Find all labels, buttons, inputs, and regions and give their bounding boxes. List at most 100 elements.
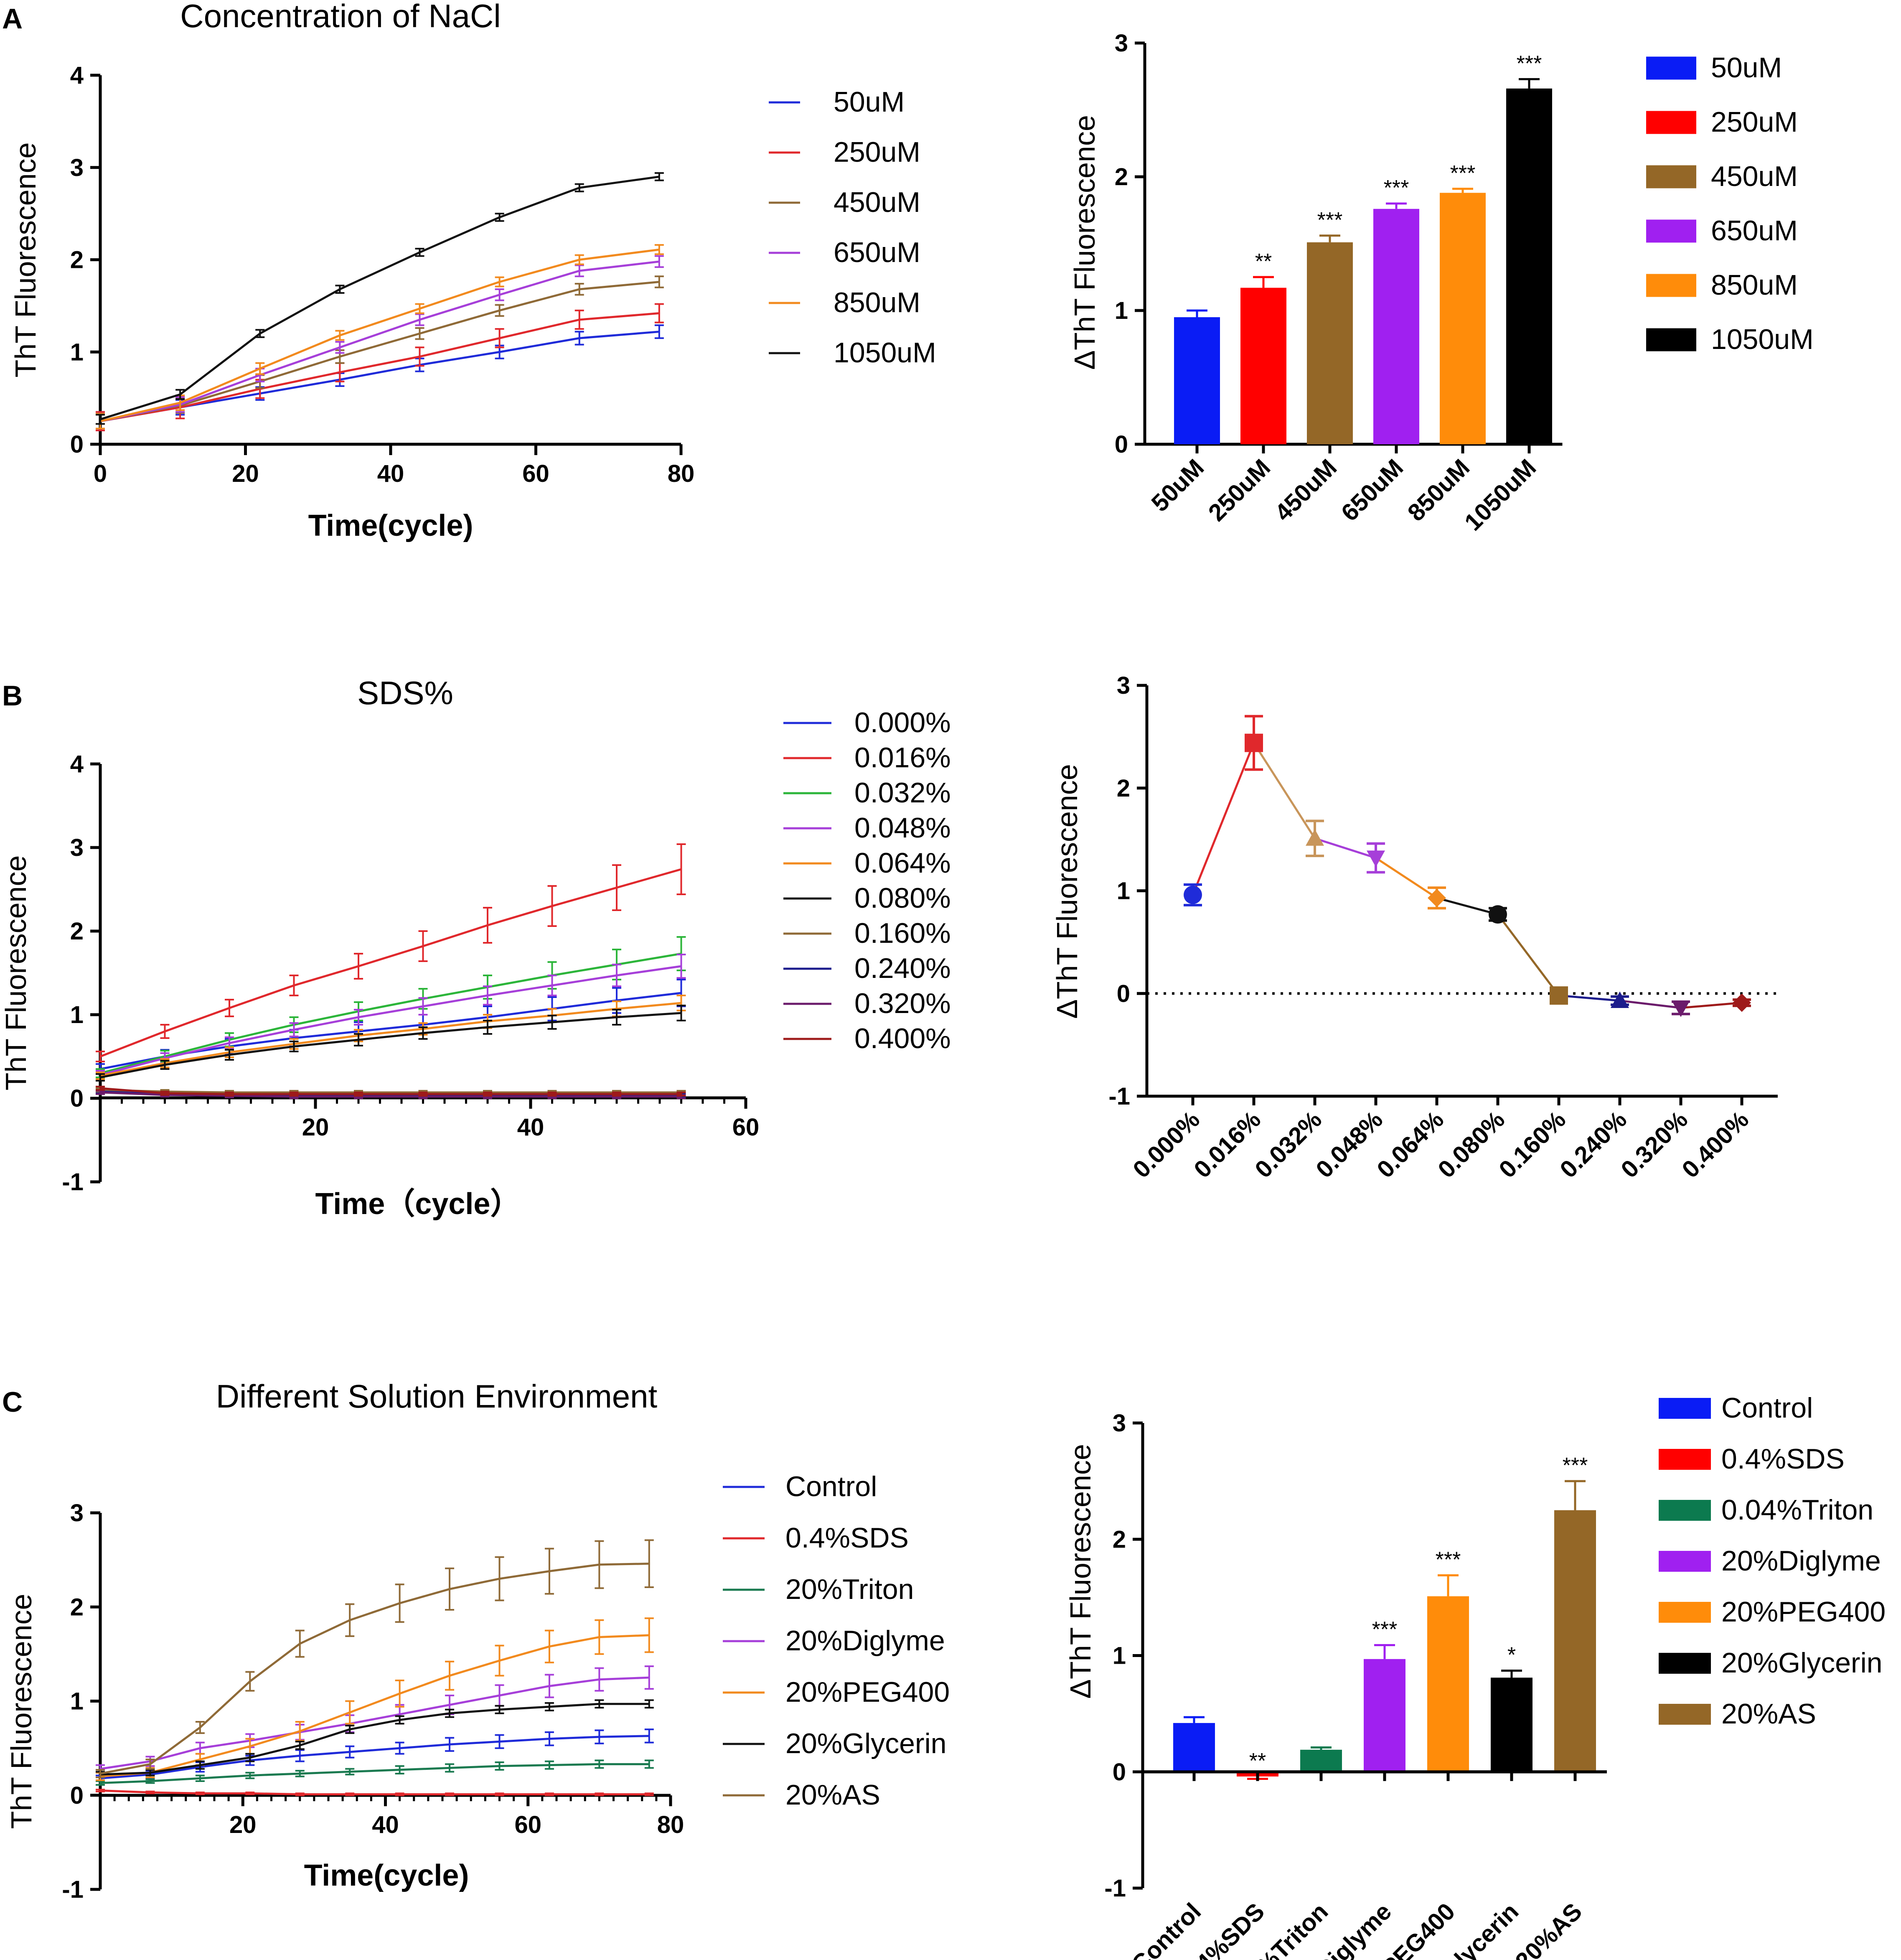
B-left-series-0.320%-line bbox=[100, 1091, 681, 1098]
B-left-series-0.080%-point bbox=[96, 1073, 105, 1082]
A-right-legend-swatch bbox=[1646, 165, 1696, 188]
A-left-series-650uM-point bbox=[335, 341, 345, 354]
B-right-segment bbox=[1192, 742, 1255, 896]
C-left-series-20%Glycerin-point bbox=[245, 1753, 255, 1762]
A-right-x-tick-label: 450uM bbox=[1270, 454, 1342, 527]
C-left-series-20%PEG400-point bbox=[544, 1629, 554, 1664]
C-left-legend-label: 20%Diglyme bbox=[785, 1625, 945, 1657]
C-left-x-tick-label: 80 bbox=[657, 1811, 684, 1838]
B-left-series-0.016%-point bbox=[483, 907, 492, 944]
C-left-series-20%AS-point bbox=[544, 1548, 554, 1595]
C-left-series-20%Triton-point bbox=[644, 1759, 654, 1769]
C-left-series-Control-line bbox=[100, 1735, 649, 1779]
B-right-point-0.032% bbox=[1306, 829, 1324, 846]
A-left-x-tick-label: 0 bbox=[94, 460, 107, 487]
A-left-series-250uM-point bbox=[495, 328, 504, 349]
B-left-series-0.016%-point bbox=[225, 999, 234, 1017]
C-left-series-0.4%SDS-point bbox=[644, 1792, 654, 1796]
B-left-y-tick-label: 2 bbox=[70, 918, 84, 945]
C-left-series-20%PEG400-point bbox=[595, 1619, 604, 1655]
A-left-y-tick-label: 3 bbox=[70, 154, 84, 181]
A-left-legend-label: 450uM bbox=[834, 186, 920, 218]
B-left-series-0.080%-point bbox=[160, 1060, 170, 1070]
C-left-series-20%Triton-point bbox=[595, 1759, 604, 1769]
B-right-segment bbox=[1375, 857, 1438, 899]
B-right-segment bbox=[1436, 897, 1498, 916]
A-left-series-250uM-line bbox=[100, 312, 660, 423]
B-left-legend-label: 0.160% bbox=[854, 917, 951, 949]
C-right-bar-20%Diglyme bbox=[1364, 1659, 1405, 1772]
B-left-series-0.400%-point bbox=[160, 1091, 170, 1096]
C-left-series-20%Triton-point bbox=[195, 1774, 205, 1782]
B-right-y-tick-label: 1 bbox=[1117, 878, 1130, 905]
C-left-y-tick-label: -1 bbox=[62, 1876, 84, 1903]
C-left-series-20%Glycerin-point bbox=[395, 1715, 404, 1725]
A-left-y-tick-label: 2 bbox=[70, 247, 84, 274]
B-left-series-0.080%-point bbox=[225, 1049, 234, 1061]
A-right-x-tick-label: 650uM bbox=[1336, 454, 1409, 527]
C-left-series-20%PEG400-point bbox=[395, 1679, 404, 1708]
A-left-series-450uM-point bbox=[574, 283, 584, 296]
C-left-series-Control-point bbox=[345, 1745, 355, 1759]
B-left-y-tick-label: -1 bbox=[62, 1168, 84, 1196]
C-left-series-20%Glycerin-point bbox=[145, 1769, 155, 1777]
A-left-series-450uM-point bbox=[654, 275, 664, 288]
B-right-y-label: ΔThT Fluorescence bbox=[1051, 764, 1083, 1019]
A-right-legend-swatch bbox=[1646, 111, 1696, 134]
C-left-series-20%AS-point bbox=[595, 1540, 604, 1589]
B-right-segment bbox=[1314, 837, 1376, 859]
B-left-series-0.064%-line bbox=[100, 1002, 681, 1077]
A-left-series-250uM-point bbox=[654, 303, 664, 323]
B-left-series-0.048%-point bbox=[354, 1009, 363, 1026]
C-left-series-20%Glycerin-point bbox=[195, 1760, 205, 1770]
C-right-significance: * bbox=[1507, 1643, 1516, 1667]
C-left-series-0.4%SDS-point bbox=[195, 1791, 205, 1795]
C-left-legend-label: Control bbox=[785, 1471, 877, 1502]
C-left-series-Control-point bbox=[595, 1729, 604, 1744]
C-left-series-20%Diglyme-line bbox=[100, 1676, 649, 1770]
A-left-y-tick-label: 0 bbox=[70, 431, 84, 458]
B-left-series-0.080%-point bbox=[418, 1026, 428, 1040]
C-right-bar-0.04%Triton bbox=[1300, 1749, 1342, 1772]
C-left-x-tick-label: 40 bbox=[372, 1811, 399, 1838]
B-left-series-0.048%-point bbox=[676, 954, 686, 979]
A-left-y-tick-label: 4 bbox=[70, 62, 84, 89]
A-left-series-1050uM-point bbox=[654, 172, 664, 181]
A-right-y-label: ΔThT Fluorescence bbox=[1068, 115, 1101, 370]
A-right-bar-650uM bbox=[1373, 209, 1419, 444]
A-left-title: Concentration of NaCl bbox=[180, 0, 501, 34]
C-left-y-tick-label: 3 bbox=[70, 1499, 84, 1527]
B-left-x-label: Time（cycle） bbox=[315, 1187, 521, 1221]
B-left-legend-label: 0.032% bbox=[854, 777, 951, 809]
A-right-legend-swatch bbox=[1646, 328, 1696, 351]
B-left-series-0.400%-point bbox=[289, 1092, 299, 1097]
panel-label-c: C bbox=[2, 1386, 23, 1418]
B-left-series-0.400%-point bbox=[547, 1092, 557, 1097]
A-left-series-250uM-point bbox=[415, 346, 424, 367]
A-right-legend-label: 250uM bbox=[1711, 106, 1798, 138]
C-left-series-0.4%SDS-point bbox=[395, 1792, 404, 1796]
C-right-y-tick-label: -1 bbox=[1104, 1875, 1126, 1902]
C-left-series-20%AS-point bbox=[145, 1759, 155, 1770]
B-left-series-0.080%-point bbox=[676, 1005, 686, 1021]
B-left-series-0.400%-line bbox=[100, 1087, 681, 1095]
B-left-series-0.016%-point bbox=[289, 975, 299, 996]
C-left-series-20%Triton-point bbox=[544, 1760, 554, 1770]
B-left-series-0.048%-point bbox=[547, 975, 557, 996]
C-left-series-20%Triton-point bbox=[495, 1761, 504, 1771]
A-left-legend-label: 1050uM bbox=[834, 337, 936, 369]
B-left-series-0.400%-point bbox=[612, 1092, 621, 1097]
B-right-y-tick-label: -1 bbox=[1108, 1083, 1130, 1110]
panel-label-b: B bbox=[2, 680, 23, 712]
C-left-series-0.4%SDS-point bbox=[96, 1789, 105, 1792]
B-right-x-tick-label: 0.064% bbox=[1372, 1106, 1449, 1183]
C-left-series-0.4%SDS-line bbox=[100, 1789, 649, 1795]
A-right-legend-label: 450uM bbox=[1711, 160, 1798, 192]
C-left-series-Control-point bbox=[495, 1734, 504, 1749]
C-left-legend-label: 20%Triton bbox=[785, 1573, 914, 1605]
B-left-series-0.080%-line bbox=[100, 1012, 681, 1079]
C-right-legend-swatch bbox=[1659, 1398, 1711, 1419]
B-left-legend-label: 0.080% bbox=[854, 882, 951, 914]
panel-label-a: A bbox=[2, 3, 23, 35]
